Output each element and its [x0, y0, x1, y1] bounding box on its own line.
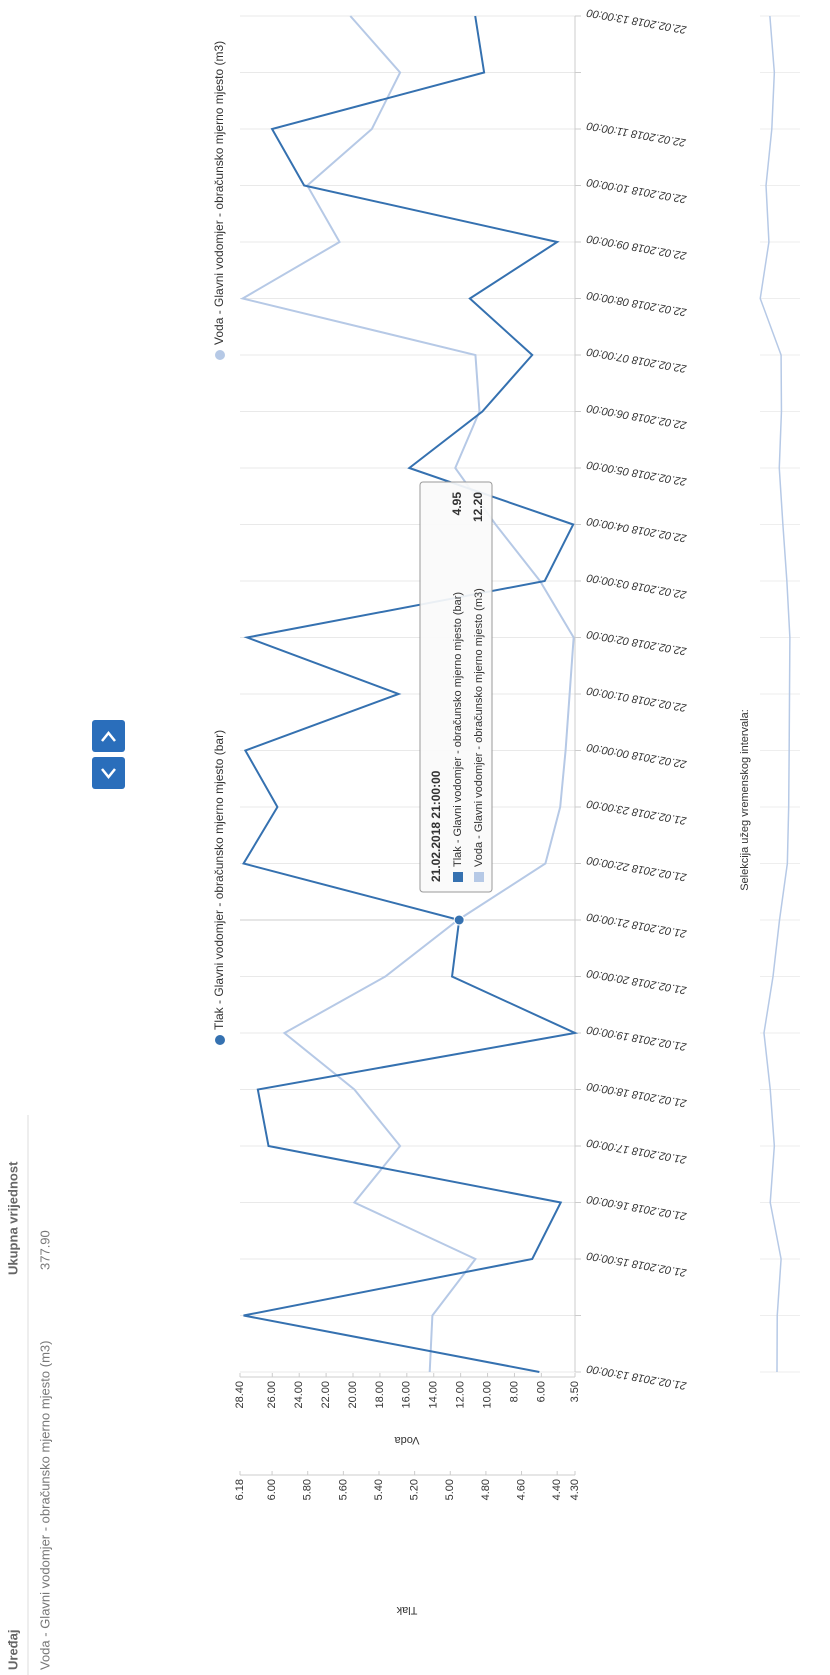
x-tick-label: 22.02.2018 00:00:00	[585, 741, 688, 771]
scroll-up-button[interactable]	[92, 720, 125, 752]
x-tick-label: 21.02.2018 20:00:00	[585, 967, 688, 997]
tooltip-title: 21.02.2018 21:00:00	[429, 770, 443, 882]
rotated-view: Uređaj Ukupna vrijednost Voda - Glavni v…	[5, 6, 800, 1675]
legend-label: Tlak - Glavni vodomjer - obračunsko mjer…	[212, 730, 226, 1030]
y2-tick-label: 6.00	[535, 1381, 547, 1402]
y2-tick-label: 3.50	[569, 1381, 581, 1402]
tooltip-swatch	[474, 872, 484, 882]
x-tick-label: 21.02.2018 22:00:00	[585, 854, 688, 884]
tooltip-value: 4.95	[450, 492, 464, 516]
legend-marker	[215, 350, 225, 360]
series-line	[242, 15, 579, 1373]
x-tick-label: 22.02.2018 13:00:00	[585, 6, 688, 36]
y-tick-label: 6.00	[266, 1479, 278, 1500]
y-tick-label: 4.30	[569, 1479, 581, 1500]
x-tick-label: 22.02.2018 06:00:00	[585, 402, 688, 432]
x-tick-label: 21.02.2018 18:00:00	[585, 1080, 688, 1110]
x-tick-label: 22.02.2018 05:00:00	[585, 458, 688, 488]
header-total: Ukupna vrijednost	[5, 1161, 20, 1275]
y-tick-label: 5.80	[302, 1479, 314, 1500]
y2-tick-label: 18.00	[374, 1381, 386, 1409]
navigator-line	[759, 15, 791, 1373]
y2-axis-title: Voda	[394, 1434, 420, 1446]
y-axis-title: Tlak	[396, 1604, 417, 1616]
y2-tick-label: 22.00	[320, 1381, 332, 1409]
tooltip-swatch	[453, 872, 463, 882]
chevron-up	[101, 731, 116, 742]
y-tick-label: 4.40	[551, 1479, 563, 1500]
y2-tick-label: 10.00	[481, 1381, 493, 1409]
x-tick-label: 22.02.2018 01:00:00	[585, 684, 688, 714]
tooltip-name: Voda - Glavni vodomjer - obračunsko mjer…	[473, 588, 485, 867]
x-tick-label: 22.02.2018 04:00:00	[585, 515, 688, 545]
y-tick-label: 5.20	[409, 1479, 421, 1500]
x-tick-label: 21.02.2018 23:00:00	[585, 797, 688, 827]
x-tick-label: 21.02.2018 13:00:00	[585, 1362, 688, 1392]
y2-tick-label: 24.00	[293, 1381, 305, 1409]
tooltip-box	[419, 481, 493, 893]
x-tick-label: 22.02.2018 08:00:00	[585, 289, 688, 319]
y-tick-label: 5.40	[373, 1479, 385, 1500]
series-line	[240, 15, 575, 1373]
chevron-down	[101, 768, 116, 779]
legend-label: Voda - Glavni vodomjer - obračunsko mjer…	[212, 41, 226, 345]
tooltip-name: Tlak - Glavni vodomjer - obračunsko mjer…	[452, 592, 464, 867]
hover-marker	[453, 914, 465, 926]
y2-tick-label: 14.00	[428, 1381, 440, 1409]
x-tick-label: 22.02.2018 03:00:00	[585, 571, 688, 601]
x-tick-label: 21.02.2018 19:00:00	[585, 1023, 688, 1053]
x-tick-label: 21.02.2018 17:00:00	[585, 1136, 688, 1166]
x-tick-label: 21.02.2018 16:00:00	[585, 1193, 688, 1223]
y-tick-label: 5.00	[444, 1479, 456, 1500]
y2-tick-label: 28.40	[234, 1381, 246, 1409]
x-tick-label: 21.02.2018 21:00:00	[585, 910, 688, 940]
y2-tick-label: 8.00	[508, 1381, 520, 1402]
x-tick-label: 22.02.2018 02:00:00	[585, 628, 688, 658]
y-tick-label: 4.60	[515, 1479, 527, 1500]
x-tick-label: 22.02.2018 10:00:00	[585, 176, 688, 206]
x-tick-label: 22.02.2018 09:00:00	[585, 232, 688, 262]
row-total: 377.90	[37, 1230, 52, 1270]
header-device: Uređaj	[5, 1630, 20, 1670]
row-device: Voda - Glavni vodomjer - obračunsko mjer…	[37, 1341, 52, 1670]
y-tick-label: 6.18	[234, 1479, 246, 1500]
tooltip-value: 12.20	[471, 492, 485, 522]
x-tick-label: 22.02.2018 11:00:00	[585, 119, 688, 149]
x-tick-label: 22.02.2018 07:00:00	[585, 345, 688, 375]
y2-tick-label: 20.00	[347, 1381, 359, 1409]
x-tick-label: 21.02.2018 15:00:00	[585, 1249, 688, 1279]
y2-tick-label: 12.00	[455, 1381, 467, 1409]
scroll-down-button[interactable]	[92, 757, 125, 789]
y-tick-label: 5.60	[337, 1479, 349, 1500]
y2-tick-label: 16.00	[401, 1381, 413, 1409]
navigator-label: Selekcija užeg vremenskog intervala:	[739, 709, 751, 891]
y-tick-label: 4.80	[480, 1479, 492, 1500]
legend-marker	[215, 1035, 225, 1045]
y2-tick-label: 26.00	[266, 1381, 278, 1409]
